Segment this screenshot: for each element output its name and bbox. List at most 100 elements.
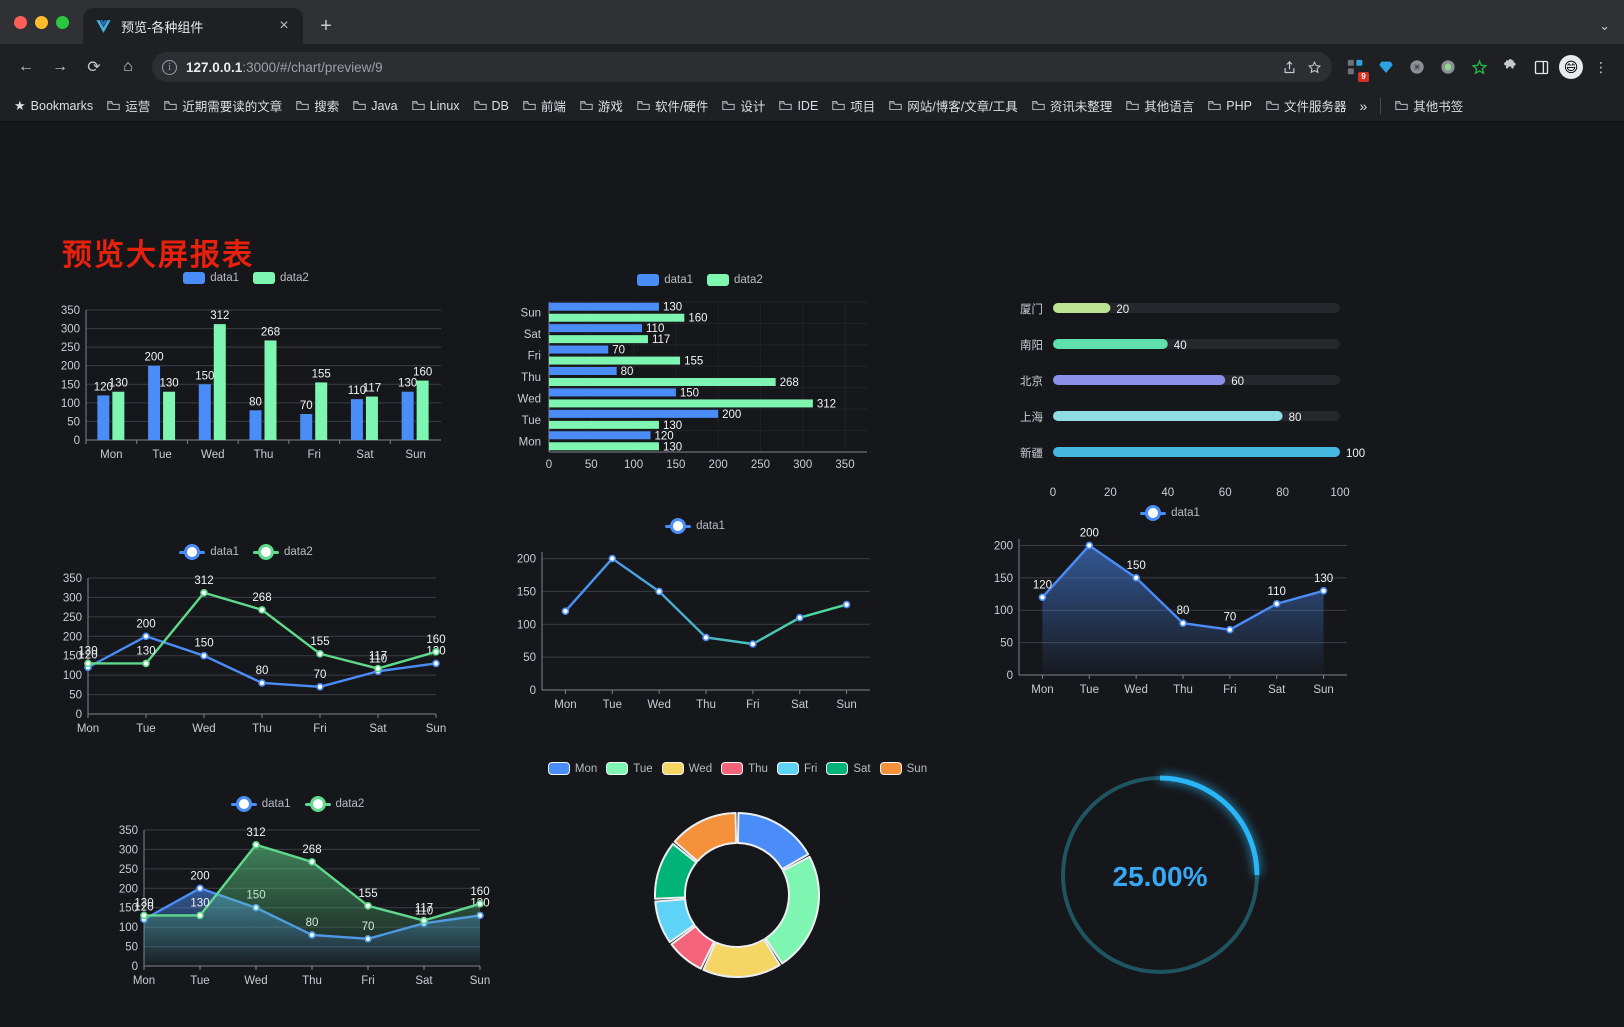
bookmark-folder-2[interactable]: 搜索 xyxy=(290,93,345,118)
tab-list-chevron-icon[interactable]: ⌄ xyxy=(1599,18,1610,33)
donut-slice-Fri[interactable] xyxy=(654,898,696,944)
legend-item-mon[interactable]: Mon xyxy=(547,762,597,775)
point-data1-Sun[interactable] xyxy=(432,659,440,668)
legend-item-data2[interactable]: data2 xyxy=(253,272,309,284)
close-window-button[interactable] xyxy=(14,15,27,29)
point-data1-Sun[interactable] xyxy=(842,600,851,609)
progress-bar-上海[interactable] xyxy=(1053,411,1283,421)
bookmark-folder-7[interactable]: 游戏 xyxy=(574,93,629,118)
line-data1[interactable] xyxy=(564,557,848,646)
chart-gradient-line[interactable]: data1 0 50 100 150 200 Mon Tue Wed Thu Fri Sat Sun xyxy=(500,520,890,735)
new-tab-button[interactable]: + xyxy=(320,14,332,37)
bar-data1-Sat[interactable] xyxy=(350,399,363,440)
bookmark-folder-8[interactable]: 软件/硬件 xyxy=(631,93,714,118)
bookmark-folder-0[interactable]: 运营 xyxy=(101,93,156,118)
bar-data1-Fri[interactable] xyxy=(549,345,609,354)
donut-slice-Sat[interactable] xyxy=(654,842,698,900)
bookmark-folder-3[interactable]: Java xyxy=(347,96,403,116)
point-data1-Mon[interactable] xyxy=(561,607,570,615)
bar-data1-Tue[interactable] xyxy=(549,409,719,418)
bar-data1-Sun[interactable] xyxy=(549,302,659,311)
point-data1-Fri[interactable] xyxy=(1226,625,1234,634)
progress-bar-南阳[interactable] xyxy=(1053,339,1168,349)
bar-data2-Wed[interactable] xyxy=(213,324,226,440)
bookmark-folder-15[interactable]: PHP xyxy=(1202,96,1258,116)
bookmark-folder-9[interactable]: 设计 xyxy=(716,93,771,118)
point-data2-Sun[interactable] xyxy=(476,900,484,908)
point-data1-Mon[interactable] xyxy=(1038,593,1047,602)
point-data2-Thu[interactable] xyxy=(258,606,266,614)
point-data1-Sun[interactable] xyxy=(1319,587,1328,595)
point-data1-Fri[interactable] xyxy=(749,640,757,648)
chart-vertical-bar[interactable]: data1 data2 0 50 100 150 200 250 300 350 Mon 120 1… xyxy=(46,272,446,487)
bar-data1-Sat[interactable] xyxy=(549,324,643,333)
chart-area-two-series[interactable]: data1 data2 0 50 100 150 200 250 300 350 Mon Tue W… xyxy=(100,798,495,1013)
donut-slice-Thu[interactable] xyxy=(670,925,716,970)
point-data1-Wed[interactable] xyxy=(655,587,663,596)
bar-data1-Thu[interactable] xyxy=(549,367,617,375)
bar-data1-Fri[interactable] xyxy=(300,414,313,440)
point-data1-Tue[interactable] xyxy=(1085,541,1094,550)
chart-horizontal-bar[interactable]: data1 data2 0 50 100 150 200 250 300 350 Sun 130 1… xyxy=(505,274,895,489)
back-button[interactable]: ← xyxy=(18,58,34,75)
star-outline-green-icon[interactable] xyxy=(1466,54,1492,80)
progress-bar-北京[interactable] xyxy=(1053,375,1226,385)
command-circle-icon[interactable]: ⌘ xyxy=(1404,54,1430,80)
legend-item-thu[interactable]: Thu xyxy=(721,762,768,775)
bar-data2-Sun[interactable] xyxy=(549,313,685,322)
legend-item-data1[interactable]: data1 xyxy=(637,274,693,286)
site-info-icon[interactable]: i xyxy=(162,59,177,75)
bar-data1-Tue[interactable] xyxy=(148,365,161,440)
bookmark-folder-10[interactable]: IDE xyxy=(773,96,824,116)
point-data1-Tue[interactable] xyxy=(608,554,617,563)
point-data1-Tue[interactable] xyxy=(142,632,150,641)
bar-data2-Thu[interactable] xyxy=(264,340,277,440)
bar-data2-Sat[interactable] xyxy=(549,335,648,344)
bar-data2-Mon[interactable] xyxy=(549,442,659,451)
diamond-icon[interactable] xyxy=(1373,54,1399,80)
legend-item-data1[interactable]: data1 xyxy=(665,520,725,532)
bookmarks-overflow-button[interactable]: » xyxy=(1359,97,1368,114)
point-data2-Fri[interactable] xyxy=(316,649,324,658)
bookmark-folder-1[interactable]: 近期需要读的文章 xyxy=(158,93,288,118)
bar-data2-Fri[interactable] xyxy=(315,382,328,440)
bar-data1-Wed[interactable] xyxy=(549,388,676,397)
point-data2-Sun[interactable] xyxy=(432,648,440,656)
point-data2-Sat[interactable] xyxy=(420,916,428,925)
point-data1-Sat[interactable] xyxy=(1272,599,1281,608)
extensions-grid-icon[interactable]: 9 xyxy=(1342,54,1369,82)
forward-button[interactable]: → xyxy=(52,58,68,75)
point-data2-Tue[interactable] xyxy=(142,659,150,668)
home-button[interactable]: ⌂ xyxy=(123,58,133,75)
bar-data2-Sun[interactable] xyxy=(416,380,429,440)
legend-item-data1[interactable]: data1 xyxy=(179,546,239,558)
side-panel-icon[interactable] xyxy=(1528,54,1554,80)
bar-data2-Thu[interactable] xyxy=(549,378,776,386)
bookmark-folder-16[interactable]: 文件服务器 xyxy=(1260,93,1353,118)
bar-data2-Tue[interactable] xyxy=(163,391,176,440)
bookmark-folder-11[interactable]: 项目 xyxy=(826,93,881,118)
browser-menu-button[interactable]: ⋮ xyxy=(1594,58,1608,75)
donut-slice-Sun[interactable] xyxy=(673,812,738,863)
point-data2-Fri[interactable] xyxy=(364,901,372,910)
close-tab-button[interactable]: × xyxy=(279,17,289,34)
minimize-window-button[interactable] xyxy=(35,15,48,29)
bar-data1-Wed[interactable] xyxy=(198,384,211,440)
legend-item-tue[interactable]: Tue xyxy=(606,762,653,775)
bar-data2-Fri[interactable] xyxy=(549,356,681,365)
bar-data1-Mon[interactable] xyxy=(97,395,110,440)
point-data1-Thu[interactable] xyxy=(1179,619,1187,627)
bookmark-star-icon[interactable] xyxy=(1307,60,1322,75)
chart-donut[interactable]: Mon Tue Wed Thu Fri Sat Sun xyxy=(540,762,935,1022)
bookmark-folder-5[interactable]: DB xyxy=(468,96,515,116)
point-data1-Tue[interactable] xyxy=(196,884,204,893)
point-data1-Thu[interactable] xyxy=(258,679,266,687)
point-data1-Thu[interactable] xyxy=(702,633,710,642)
legend-item-sun[interactable]: Sun xyxy=(879,762,927,775)
chart-area-single[interactable]: data1 0 50 100 150 200 Mon Tue Wed Thu Fri Sat Sun 1… xyxy=(975,507,1365,722)
point-data2-Sat[interactable] xyxy=(374,664,382,673)
point-data1-Sat[interactable] xyxy=(795,613,804,622)
bookmark-folder-14[interactable]: 其他语言 xyxy=(1120,93,1200,118)
green-dot-icon[interactable] xyxy=(1435,54,1461,80)
share-icon[interactable] xyxy=(1282,60,1297,75)
